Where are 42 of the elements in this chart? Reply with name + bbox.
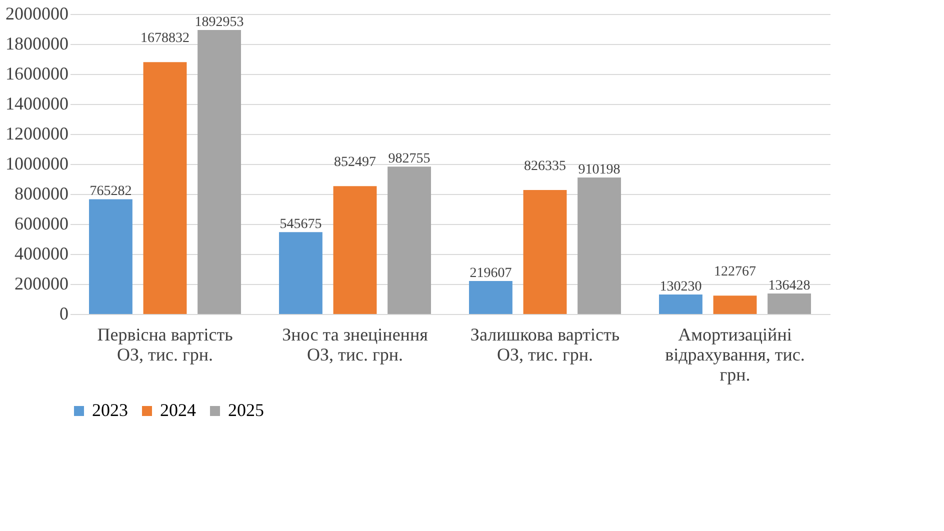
x-tick-label: Первісна вартість ОЗ, тис. грн. bbox=[97, 324, 233, 364]
legend-label: 2024 bbox=[160, 400, 196, 420]
y-tick-label: 1000000 bbox=[6, 154, 68, 174]
bar bbox=[279, 232, 322, 314]
legend-label: 2023 bbox=[92, 400, 128, 420]
y-tick-label: 200000 bbox=[14, 274, 68, 294]
y-tick-label: 400000 bbox=[14, 244, 68, 264]
data-label: 219607 bbox=[470, 266, 512, 282]
x-tick-label: Знос та знецінення ОЗ, тис. грн. bbox=[282, 324, 428, 364]
bar bbox=[469, 281, 512, 314]
data-label: 136428 bbox=[768, 278, 810, 294]
bar bbox=[333, 186, 377, 314]
y-tick-label: 800000 bbox=[14, 184, 68, 204]
y-tick-label: 600000 bbox=[14, 214, 68, 234]
data-label: 122767 bbox=[714, 264, 756, 280]
data-label: 982755 bbox=[388, 152, 430, 167]
bar bbox=[713, 296, 757, 314]
bar bbox=[523, 190, 567, 314]
data-label: 910198 bbox=[578, 162, 620, 178]
data-label: 826335 bbox=[524, 159, 566, 174]
bar bbox=[143, 62, 187, 314]
data-label: 545675 bbox=[280, 217, 322, 232]
y-tick-label: 2000000 bbox=[6, 4, 68, 24]
bar bbox=[89, 199, 132, 314]
data-label: 1678832 bbox=[140, 31, 190, 46]
y-tick-label: 1800000 bbox=[6, 34, 68, 54]
bar bbox=[659, 294, 702, 314]
data-label: 130230 bbox=[660, 279, 702, 294]
y-tick-label: 0 bbox=[60, 304, 68, 324]
x-tick-label: Залишкова вартість ОЗ, тис. грн. bbox=[470, 324, 620, 364]
bar bbox=[198, 30, 241, 314]
legend-label: 2025 bbox=[228, 400, 264, 420]
data-label: 765282 bbox=[90, 184, 132, 200]
bar bbox=[578, 177, 621, 314]
y-tick-label: 1200000 bbox=[6, 124, 68, 144]
y-tick-label: 1400000 bbox=[6, 94, 68, 114]
bar bbox=[388, 166, 431, 314]
bar bbox=[768, 294, 811, 314]
data-label: 852497 bbox=[334, 155, 376, 170]
data-label: 1892953 bbox=[194, 15, 244, 30]
x-tick-label: Амортизаційні відрахування, тис. грн. bbox=[665, 324, 805, 384]
y-tick-label: 1600000 bbox=[6, 64, 68, 84]
